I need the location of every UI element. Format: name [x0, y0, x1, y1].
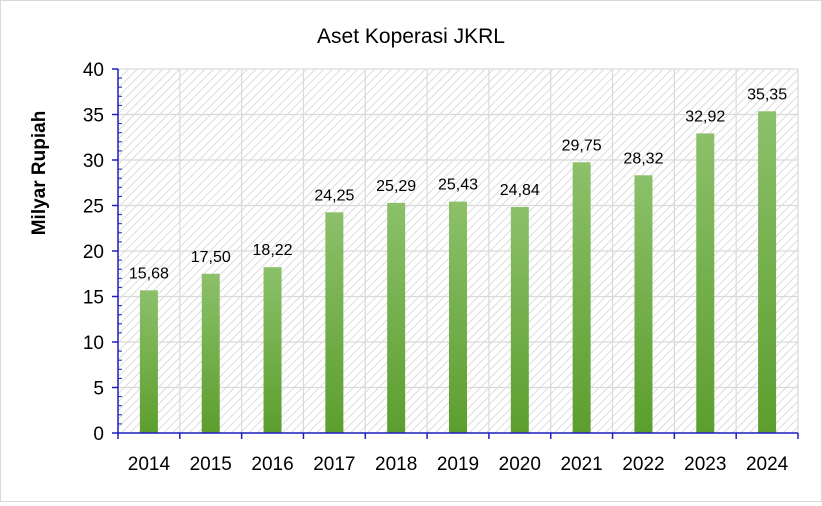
- y-tick-label: 35: [83, 106, 104, 127]
- data-label-2019: 25,43: [438, 177, 478, 194]
- y-tick-label: 30: [83, 151, 104, 172]
- y-tick-label: 5: [93, 379, 104, 400]
- y-tick-label: 20: [83, 242, 104, 263]
- tick-labels: 0 5 10 15 20 25 30 35 40 2014 2015 2016 2017 2018 2019…: [83, 60, 789, 475]
- bar-2018: [387, 202, 406, 433]
- y-tick-label: 0: [93, 424, 104, 445]
- bar-2023: [696, 133, 715, 434]
- x-tick-label: 2023: [684, 454, 726, 475]
- y-tick-label: 15: [83, 288, 104, 309]
- bar-2024: [758, 111, 777, 433]
- data-label-2014: 15,68: [129, 265, 169, 282]
- y-tick-label: 25: [83, 197, 104, 218]
- data-label-2020: 24,84: [500, 182, 540, 199]
- x-tick-label: 2015: [190, 454, 232, 475]
- data-label-2018: 25,29: [376, 178, 416, 195]
- y-tick-label: 10: [83, 333, 104, 354]
- x-tick-label: 2018: [375, 454, 417, 475]
- bar-2017: [325, 212, 344, 433]
- chart-title: Aset Koperasi JKRL: [317, 25, 505, 48]
- bar-2016: [263, 267, 282, 433]
- x-tick-label: 2022: [622, 454, 664, 475]
- data-label-2023: 32,92: [685, 108, 725, 125]
- data-label-2022: 28,32: [623, 150, 663, 167]
- x-tick-label: 2014: [128, 454, 171, 475]
- x-tick-label: 2024: [746, 454, 789, 475]
- bar-2014: [139, 290, 158, 433]
- y-tick-label: 40: [83, 60, 104, 81]
- data-label-2015: 17,50: [191, 249, 231, 266]
- bar-2022: [634, 175, 653, 433]
- y-axis-label: Milyar Rupiah: [29, 111, 50, 236]
- data-label-2017: 24,25: [314, 187, 354, 204]
- x-tick-label: 2020: [499, 454, 541, 475]
- data-label-2016: 18,22: [253, 242, 293, 259]
- bar-2020: [510, 206, 529, 433]
- x-tick-label: 2021: [560, 454, 602, 475]
- axes: [112, 68, 799, 439]
- bar-2015: [201, 273, 220, 433]
- x-tick-label: 2017: [313, 454, 355, 475]
- bar-2019: [449, 201, 467, 433]
- data-label-2021: 29,75: [562, 137, 602, 154]
- data-labels: 15,68 17,50 18,22 24,25 25,29 25,43 24,84 29,75…: [129, 86, 787, 282]
- bars: [139, 111, 777, 434]
- x-tick-label: 2016: [251, 454, 293, 475]
- x-tick-label: 2019: [437, 454, 479, 475]
- bar-2021: [572, 162, 591, 433]
- data-label-2024: 35,35: [747, 86, 787, 103]
